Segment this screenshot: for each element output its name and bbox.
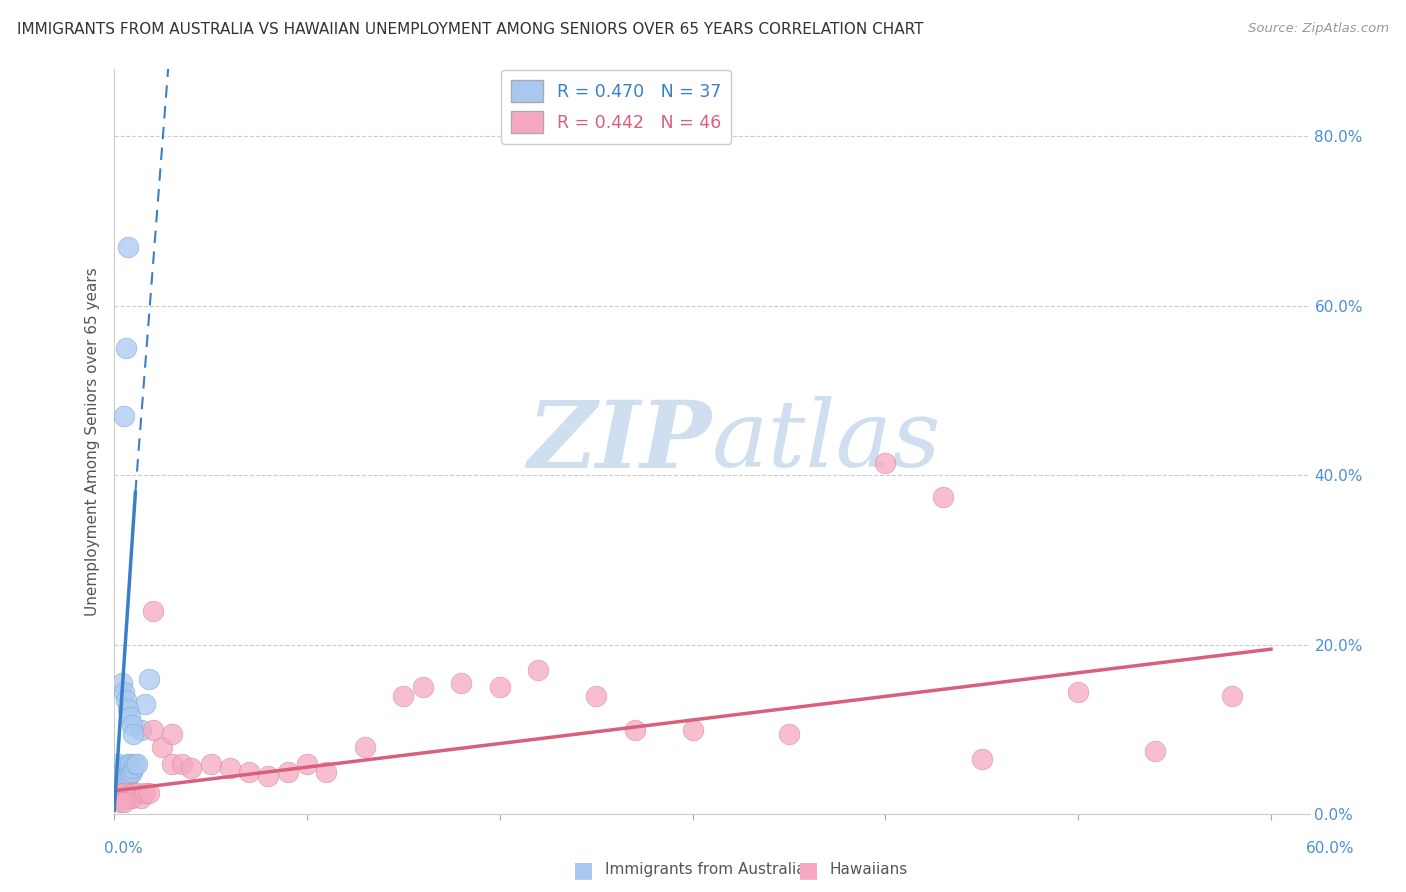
Text: 0.0%: 0.0% <box>104 841 143 856</box>
Point <box>160 727 183 741</box>
Point <box>118 786 141 800</box>
Point <box>134 786 156 800</box>
Point <box>238 765 260 780</box>
Point <box>118 710 141 724</box>
Point <box>108 772 131 786</box>
Point <box>200 756 222 771</box>
Point <box>129 790 152 805</box>
Point <box>107 769 129 783</box>
Point <box>875 456 897 470</box>
Point <box>1144 744 1167 758</box>
Point <box>112 769 135 783</box>
Point <box>118 756 141 771</box>
Point <box>277 765 299 780</box>
Point <box>138 672 160 686</box>
Point <box>142 604 165 618</box>
Point <box>114 773 136 788</box>
Legend: R = 0.470   N = 37, R = 0.442   N = 46: R = 0.470 N = 37, R = 0.442 N = 46 <box>501 70 731 144</box>
Point <box>111 782 134 797</box>
Y-axis label: Unemployment Among Seniors over 65 years: Unemployment Among Seniors over 65 years <box>86 267 100 615</box>
Point <box>682 723 704 737</box>
Point <box>117 239 139 253</box>
Text: IMMIGRANTS FROM AUSTRALIA VS HAWAIIAN UNEMPLOYMENT AMONG SENIORS OVER 65 YEARS C: IMMIGRANTS FROM AUSTRALIA VS HAWAIIAN UN… <box>17 22 924 37</box>
Point <box>138 786 160 800</box>
Point <box>117 769 139 783</box>
Point <box>257 769 280 783</box>
Point <box>118 766 141 780</box>
Point <box>121 765 143 780</box>
Point <box>117 701 139 715</box>
Point <box>111 790 134 805</box>
Point <box>108 778 131 792</box>
Point <box>105 773 128 788</box>
Point <box>112 795 135 809</box>
Point <box>112 761 135 775</box>
Point <box>105 765 128 780</box>
Point <box>142 723 165 737</box>
Point <box>114 765 136 780</box>
Point <box>122 786 145 800</box>
Point <box>108 790 131 805</box>
Point <box>392 689 415 703</box>
Point <box>108 761 131 775</box>
Point <box>127 786 149 800</box>
Point <box>107 756 129 771</box>
Point <box>585 689 607 703</box>
Point <box>111 773 134 788</box>
Point <box>170 756 193 771</box>
Point <box>122 761 145 775</box>
Point <box>117 790 139 805</box>
Point <box>1222 689 1244 703</box>
Text: atlas: atlas <box>711 397 942 486</box>
Point <box>160 756 183 771</box>
Text: Immigrants from Australia: Immigrants from Australia <box>605 863 806 877</box>
Point <box>112 409 135 423</box>
Point <box>778 727 800 741</box>
Point <box>121 790 143 805</box>
Point <box>122 727 145 741</box>
Point <box>112 684 135 698</box>
Point <box>107 775 129 789</box>
Point <box>932 490 955 504</box>
Point <box>1067 684 1090 698</box>
Point <box>970 752 993 766</box>
Point <box>111 676 134 690</box>
Text: 60.0%: 60.0% <box>1306 841 1354 856</box>
Text: Hawaiians: Hawaiians <box>830 863 908 877</box>
Point <box>150 739 173 754</box>
Point <box>527 664 550 678</box>
Point <box>107 786 129 800</box>
Point <box>124 756 146 771</box>
Point <box>105 790 128 805</box>
Text: ■: ■ <box>574 860 593 880</box>
Point <box>488 681 510 695</box>
Text: ZIP: ZIP <box>527 397 711 486</box>
Point <box>127 756 149 771</box>
Point <box>180 761 202 775</box>
Point <box>353 739 375 754</box>
Point <box>112 778 135 792</box>
Point <box>112 786 135 800</box>
Point <box>117 756 139 771</box>
Point <box>121 718 143 732</box>
Point <box>134 698 156 712</box>
Point <box>450 676 472 690</box>
Point <box>114 341 136 355</box>
Point <box>108 795 131 809</box>
Point <box>114 790 136 805</box>
Point <box>218 761 240 775</box>
Point <box>114 693 136 707</box>
Text: Source: ZipAtlas.com: Source: ZipAtlas.com <box>1249 22 1389 36</box>
Point <box>412 681 434 695</box>
Point <box>111 765 134 780</box>
Text: ■: ■ <box>799 860 818 880</box>
Point <box>295 756 318 771</box>
Point <box>315 765 337 780</box>
Point <box>623 723 645 737</box>
Point <box>129 723 152 737</box>
